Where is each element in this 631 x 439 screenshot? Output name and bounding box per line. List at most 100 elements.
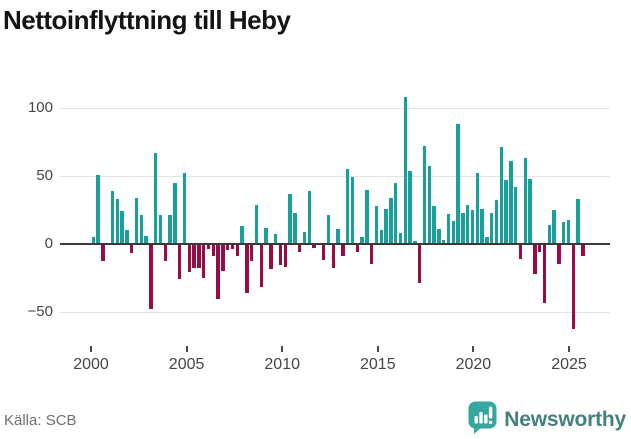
bar [365,190,369,244]
bar [134,198,139,244]
x-axis-tick-mark [185,346,188,352]
bar [393,183,398,244]
bar [144,236,148,244]
gridline [60,176,610,177]
bar [528,179,532,244]
x-axis-tick-label: 2000 [73,356,109,373]
x-axis-tick-mark [472,346,475,352]
bar [230,245,235,249]
bar [451,221,456,244]
x-axis-tick-label: 2010 [264,356,300,373]
x-axis-tick-mark [568,346,570,352]
bar [326,215,331,244]
bar [149,245,153,309]
bar [403,97,408,244]
x-axis-tick-label: 2025 [551,356,587,373]
bar [91,237,96,244]
bar [422,146,427,244]
x-axis-tick-label: 2020 [455,356,492,373]
bar [480,209,484,244]
bar [561,222,566,244]
bar [542,245,547,303]
newsworthy-speech-bubble-chart-icon [467,400,498,439]
bar [465,205,470,244]
bar [389,198,393,244]
bar [206,245,211,249]
zero-axis-line [60,243,610,245]
bar [273,234,278,244]
x-axis-tick-label: 2005 [168,356,205,373]
bar [446,214,451,244]
bar [350,177,355,244]
source-attribution: Källa: SCB [4,412,77,429]
bar [581,245,585,256]
bar [182,173,187,244]
x-axis-tick-label: 2015 [360,356,396,373]
bar [221,245,225,271]
bar [312,245,316,248]
x-axis-tick-mark [376,346,379,352]
bar [173,183,177,244]
bar [129,245,134,253]
chart-title: Nettoinflyttning till Heby [3,5,291,35]
bar [245,245,249,293]
bar [374,206,379,244]
bar [336,229,340,244]
bar [408,171,412,244]
bar [355,245,360,252]
bar [432,206,436,244]
x-axis-tick-mark [90,346,92,352]
bar [120,211,124,244]
bar [494,200,499,244]
bar [456,124,460,244]
bar [201,245,206,278]
bar [139,215,144,244]
bar [557,245,561,264]
bar [499,147,504,244]
newsworthy-logo[interactable]: Newsworthy [467,400,626,439]
bar [518,245,523,259]
newsworthy-wordmark: Newsworthy [504,408,626,431]
bar [264,228,268,244]
bar [413,241,417,244]
bar [384,209,388,244]
bar [509,161,513,244]
bar [192,245,196,268]
bar [254,205,259,244]
bar [101,245,105,261]
bar [331,245,336,268]
bar [158,215,163,244]
bar [475,173,480,244]
bar [345,169,350,244]
bar [125,230,129,244]
bar [321,245,326,260]
y-axis-tick-label: 0 [44,235,53,252]
bar [293,213,297,244]
bar [269,245,273,269]
bar [379,230,384,244]
bar [489,213,494,244]
bar [547,225,552,244]
bar [461,213,465,244]
bar [513,187,518,244]
gridline [60,312,610,313]
bar [259,245,264,287]
bar [211,245,216,256]
bar [283,245,288,267]
bar [297,245,302,252]
x-axis-tick-mark [281,346,284,352]
bar [398,233,403,244]
bar [153,153,158,244]
bar [441,240,446,244]
bar [523,158,528,244]
bar [470,210,475,244]
bar [552,210,556,244]
bar [566,220,571,244]
bar [571,245,576,329]
bar [307,191,312,244]
bar [341,245,345,256]
y-axis-tick-label: −50 [27,303,53,320]
bar [249,245,254,261]
